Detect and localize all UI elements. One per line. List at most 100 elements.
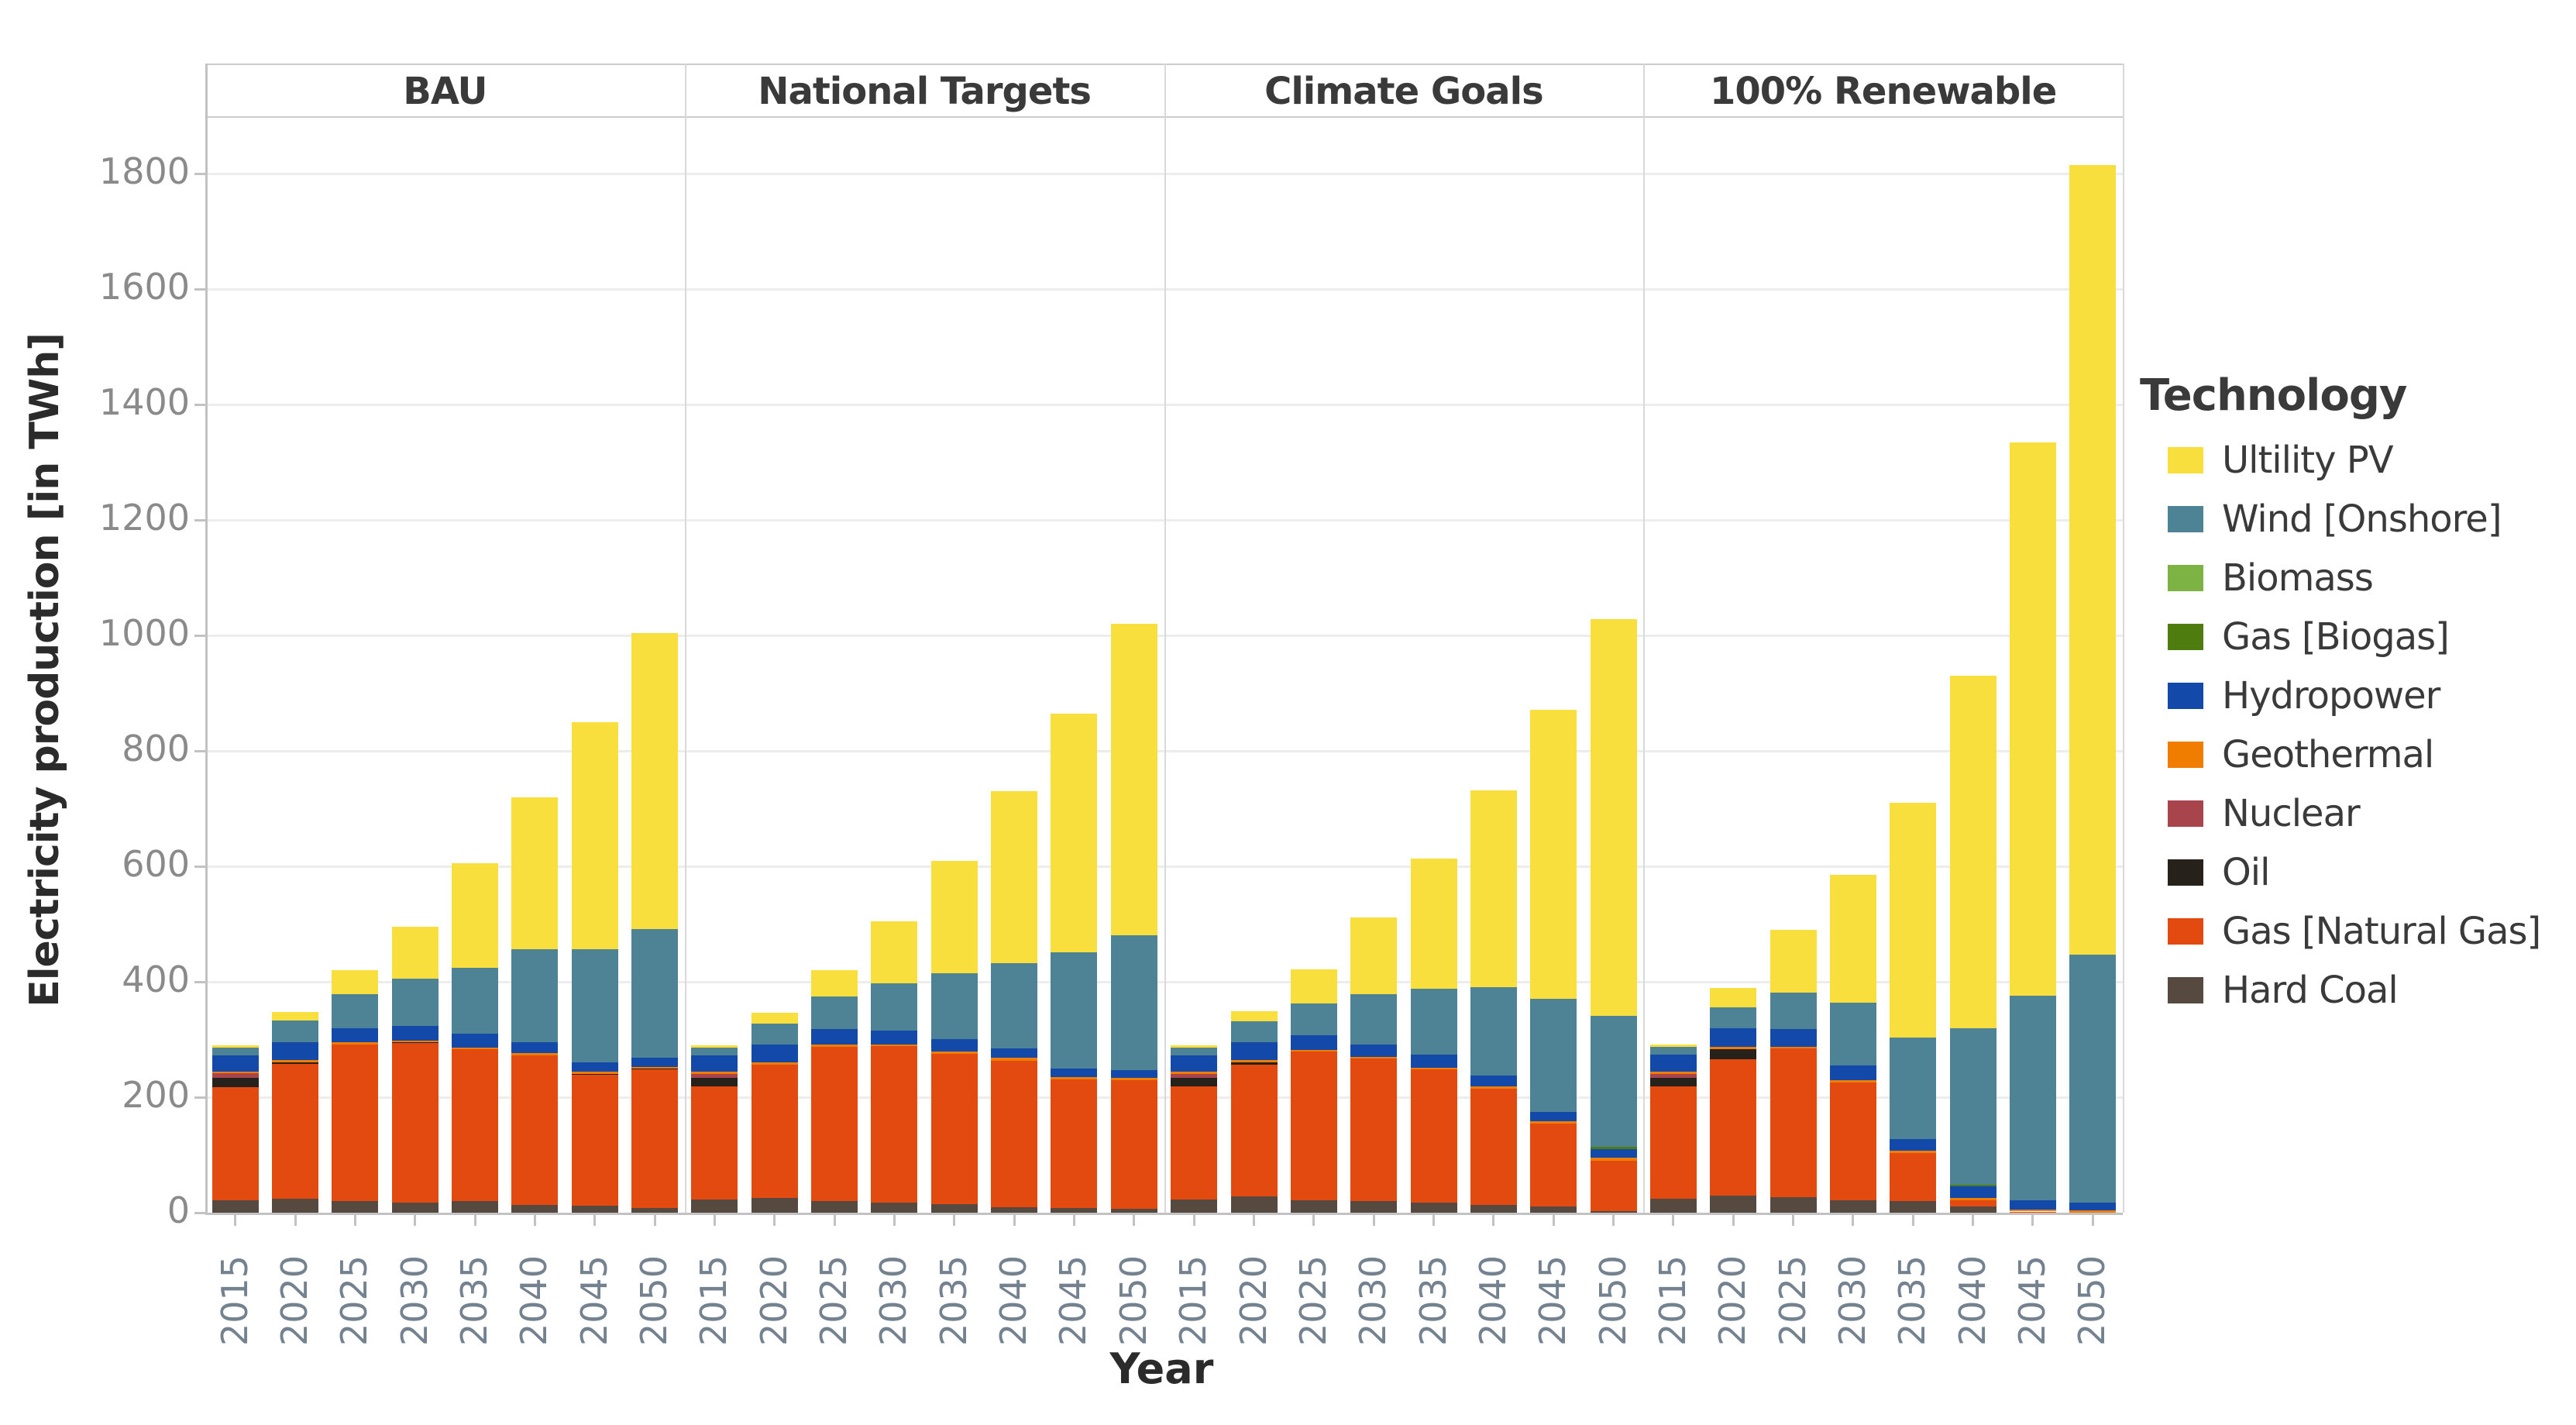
bar-segment-geothermal (332, 1042, 379, 1045)
legend-item-label: Gas [Natural Gas] (2222, 910, 2541, 953)
bar-segment-gas-natural-gas- (631, 1069, 679, 1209)
bar-segment-gas-natural-gas- (571, 1075, 618, 1206)
bar-segment-oil (391, 1041, 439, 1044)
bar-segment-ultility-pv (511, 797, 559, 950)
bar-segment-gas-natural-gas- (1949, 1200, 1996, 1206)
legend-item-label: Wind [Onshore] (2222, 497, 2502, 541)
x-tick-mark (953, 1215, 956, 1226)
bar-segment-hydropower (1051, 1068, 1098, 1077)
bar-segment-ultility-pv (811, 970, 858, 997)
bar-segment-wind-onshore- (930, 972, 978, 1039)
bar-segment-wind-onshore- (1949, 1028, 1996, 1186)
legend-swatch-icon (2168, 683, 2203, 709)
bar-segment-hydropower (272, 1042, 319, 1060)
facet-title-bau: BAU (403, 70, 487, 113)
bar-segment-hydropower (871, 1031, 918, 1045)
y-axis-title: Electricity production [in TWh] (22, 333, 68, 1007)
bar-segment-nuclear (1171, 1073, 1218, 1079)
x-tick-mark (1852, 1215, 1855, 1226)
x-tick-label-2020: 2020 (752, 1255, 795, 1346)
x-tick-label-2045: 2045 (1052, 1255, 1095, 1346)
facet-separator (1164, 64, 1166, 1213)
bar-segment-gas-biogas- (1590, 1147, 1637, 1150)
y-tick-mark (194, 1211, 205, 1214)
bar-segment-ultility-pv (930, 860, 978, 973)
y-tick-mark (194, 980, 205, 983)
bar-segment-hard-coal (1470, 1205, 1517, 1213)
bar-segment-hydropower (1710, 1028, 1757, 1048)
x-tick-label-2040: 2040 (1471, 1255, 1514, 1346)
legend-item: Geothermal (2140, 733, 2540, 776)
bar-segment-gas-natural-gas- (1290, 1052, 1337, 1200)
bar-segment-ultility-pv (1530, 710, 1577, 1000)
bar-segment-gas-natural-gas- (1470, 1088, 1517, 1206)
bar-segment-nuclear (212, 1072, 259, 1078)
x-tick-mark (1133, 1215, 1136, 1226)
legend-item: Hard Coal (2140, 969, 2540, 1012)
x-tick-mark (1552, 1215, 1555, 1226)
x-tick-mark (353, 1215, 356, 1226)
bar-segment-hard-coal (332, 1201, 379, 1213)
facet-title-climate-goals: Climate Goals (1264, 70, 1544, 113)
bar-segment-hard-coal (1410, 1202, 1457, 1213)
bar-segment-wind-onshore- (991, 962, 1038, 1049)
y-tick-label: 800 (122, 728, 190, 770)
y-tick-mark (194, 1096, 205, 1099)
bar-segment-geothermal (631, 1066, 679, 1069)
bar-segment-wind-onshore- (1051, 952, 1098, 1069)
legend-item-label: Nuclear (2222, 792, 2361, 835)
x-tick-label-2045: 2045 (2010, 1255, 2053, 1346)
bar-segment-ultility-pv (1350, 917, 1398, 994)
bar-segment-hydropower (1949, 1186, 1996, 1199)
facet-title-100-renewable: 100% Renewable (1709, 70, 2057, 113)
bar-segment-ultility-pv (691, 1045, 738, 1048)
bar-segment-ultility-pv (391, 927, 439, 979)
y-tick-mark (194, 518, 205, 521)
bar-segment-wind-onshore- (1590, 1016, 1637, 1148)
bar-segment-hard-coal (1890, 1201, 1937, 1213)
bar-segment-hard-coal (1230, 1196, 1278, 1213)
bar-segment-geothermal (1051, 1076, 1098, 1079)
x-tick-label-2035: 2035 (1891, 1255, 1934, 1346)
x-tick-mark (1911, 1215, 1914, 1226)
bar-segment-ultility-pv (2009, 442, 2056, 996)
bar-segment-hard-coal (1649, 1199, 1697, 1213)
bar-segment-hard-coal (1350, 1201, 1398, 1213)
bar-segment-wind-onshore- (1230, 1021, 1278, 1043)
x-tick-label-2050: 2050 (2071, 1255, 2113, 1346)
bar-segment-geothermal (691, 1072, 738, 1074)
bar-segment-hydropower (1890, 1139, 1937, 1151)
x-tick-label-2050: 2050 (1112, 1255, 1154, 1346)
bar-segment-hydropower (571, 1062, 618, 1072)
bar-segment-hydropower (1590, 1149, 1637, 1158)
bar-segment-wind-onshore- (2069, 955, 2117, 1203)
bar-segment-hard-coal (272, 1199, 319, 1213)
bar-segment-geothermal (1949, 1198, 1996, 1200)
bar-segment-ultility-pv (1171, 1045, 1218, 1048)
legend-item-label: Hard Coal (2222, 969, 2399, 1012)
x-tick-mark (1792, 1215, 1795, 1226)
bar-segment-wind-onshore- (2009, 995, 2056, 1200)
x-tick-mark (1253, 1215, 1256, 1226)
bar-segment-ultility-pv (991, 791, 1038, 963)
bar-segment-geothermal (2069, 1210, 2117, 1213)
bar-segment-hydropower (751, 1044, 798, 1062)
x-tick-label-2025: 2025 (1771, 1255, 1814, 1346)
bar-segment-ultility-pv (1051, 713, 1098, 953)
bar-segment-oil (1710, 1049, 1757, 1059)
bar-segment-wind-onshore- (1350, 993, 1398, 1045)
bar-segment-hydropower (691, 1055, 738, 1072)
bar-segment-geothermal (1110, 1078, 1157, 1080)
legend-swatch-icon (2168, 800, 2203, 827)
bar-segment-ultility-pv (1470, 790, 1517, 987)
legend-item: Biomass (2140, 556, 2540, 600)
bar-segment-hydropower (1530, 1112, 1577, 1122)
x-tick-mark (533, 1215, 536, 1226)
x-tick-label-2015: 2015 (1172, 1255, 1215, 1346)
bar-segment-wind-onshore- (1769, 993, 1817, 1030)
y-tick-mark (194, 403, 205, 406)
y-tick-mark (194, 172, 205, 175)
bar-segment-gas-natural-gas- (811, 1046, 858, 1202)
bar-segment-hydropower (212, 1055, 259, 1072)
bar-segment-wind-onshore- (691, 1048, 738, 1055)
